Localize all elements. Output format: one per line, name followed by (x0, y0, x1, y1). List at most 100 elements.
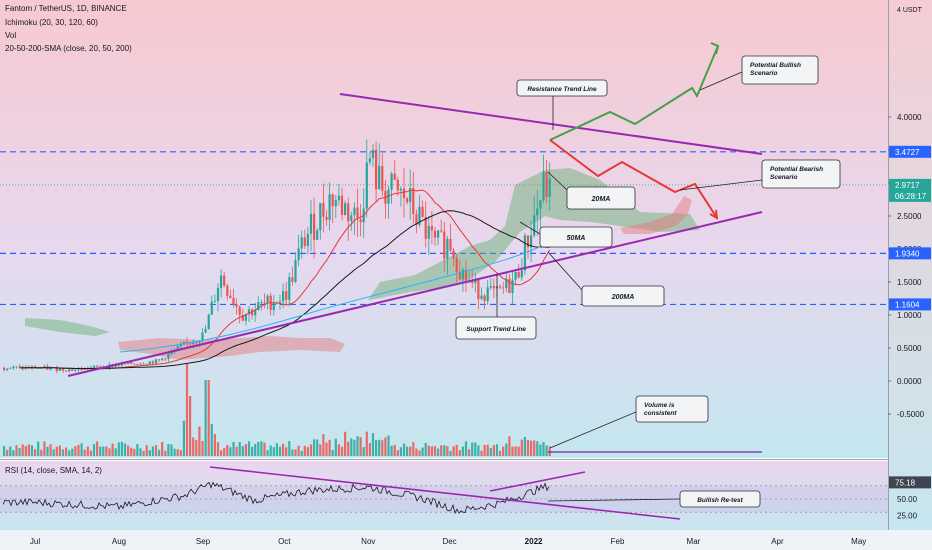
candle-body (260, 301, 263, 303)
volume-bar (458, 450, 461, 456)
candle-body (158, 359, 161, 361)
volume-bar (449, 450, 452, 456)
bullish-arrowhead (710, 42, 720, 55)
bullish-annotation-label: Scenario (750, 70, 777, 77)
candle-body (185, 341, 189, 343)
volume-bar (508, 436, 511, 456)
volume-bar (331, 449, 334, 456)
candle-body (303, 237, 306, 247)
volume-bar (415, 448, 418, 456)
volume-bar (542, 442, 545, 456)
volume-bar (288, 441, 291, 456)
rsi-tag-label: 75.18 (895, 478, 916, 487)
symbol-title[interactable]: Fantom / TetherUS, 1D, BINANCE (5, 4, 127, 13)
volume-bar (464, 441, 468, 456)
candle-body (322, 203, 325, 217)
candle-body (244, 314, 247, 321)
volume-bar (514, 446, 517, 456)
volume-bar (145, 445, 148, 456)
candle-body (427, 225, 430, 239)
volume-bar (108, 448, 111, 456)
candle-body (464, 269, 468, 281)
volume-bar (313, 439, 316, 456)
rsi-indicator-label[interactable]: RSI (14, close, SMA, 14, 2) (5, 466, 102, 475)
candle-body (486, 287, 489, 302)
indicator-volume-label[interactable]: Vol (5, 31, 17, 40)
volume-bar (238, 442, 241, 456)
volume-bar (471, 442, 474, 456)
candle-body (443, 231, 446, 259)
retest-annotation-leader (547, 498, 681, 502)
candle-body (3, 367, 6, 370)
volume-bar (455, 444, 458, 456)
price-tag-label: 1.1604 (895, 300, 920, 309)
candle-body (251, 309, 254, 316)
candle-body (344, 203, 347, 216)
candle-body (375, 149, 378, 190)
candle-body (266, 295, 269, 303)
candle-body (331, 194, 334, 207)
volume-bar (71, 448, 74, 456)
volume-bar (421, 447, 424, 456)
candle-body (334, 200, 337, 207)
volume-bar (102, 446, 105, 456)
volume-bar (378, 439, 381, 456)
candle-body (480, 295, 483, 300)
candle-body (536, 208, 539, 216)
time-axis-label: Dec (442, 537, 456, 546)
candle-body (325, 216, 328, 220)
candle-body (15, 366, 18, 368)
candle-body (294, 260, 297, 282)
volume-bar (151, 446, 154, 456)
time-axis-label: Apr (771, 537, 784, 546)
volume-bar (548, 446, 551, 456)
candle-body (151, 361, 154, 364)
candle-body (61, 368, 65, 371)
volume-bar (523, 436, 526, 456)
time-axis-background (0, 530, 932, 550)
volume-bar (123, 443, 127, 456)
indicator-ichimoku-label[interactable]: Ichimoku (20, 30, 120, 60) (5, 18, 98, 27)
candle-body (179, 344, 182, 347)
candle-body (291, 277, 294, 282)
volume-bar (495, 444, 499, 456)
price-tag-label: 2.9717 (895, 181, 920, 190)
indicator-sma-label[interactable]: 20-50-200-SMA (close, 20, 50, 200) (5, 44, 132, 53)
candle-body (285, 291, 288, 300)
candle-body (192, 342, 195, 345)
candle-body (254, 309, 257, 316)
candle-body (402, 188, 406, 199)
price-axis-background (888, 0, 932, 530)
resistance-annotation-box (516, 79, 608, 97)
candle-body (415, 214, 418, 225)
candle-body (226, 285, 229, 296)
ichimoku-cloud-bearish-future (620, 196, 692, 234)
candle-body (49, 367, 52, 370)
candle-body (347, 203, 350, 222)
volume-bar (130, 447, 133, 456)
volume-bar (474, 442, 477, 456)
volume-bar (74, 446, 77, 456)
candle-body (148, 361, 151, 365)
candle-body (520, 270, 523, 278)
volume-bar (247, 441, 251, 456)
volume-bar (210, 423, 213, 456)
bullish-annotation-box (741, 55, 819, 85)
candle-body (198, 340, 201, 343)
volume-bar (161, 442, 164, 456)
bullish-annotation-label: Potential Bullish (750, 62, 801, 69)
ma200-annotation-leader (547, 251, 583, 291)
price-tick-label: 4.0000 (897, 113, 922, 122)
candle-body (319, 203, 322, 231)
candle-body (533, 215, 536, 236)
volume-bar (68, 450, 71, 456)
candle-body (545, 171, 548, 197)
volume-bar (443, 445, 446, 456)
volume-bar (536, 441, 539, 456)
candle-body (340, 195, 344, 216)
price-tick-label: 0.5000 (897, 344, 922, 353)
volume-bar (55, 446, 58, 456)
volume-bar (114, 448, 117, 456)
